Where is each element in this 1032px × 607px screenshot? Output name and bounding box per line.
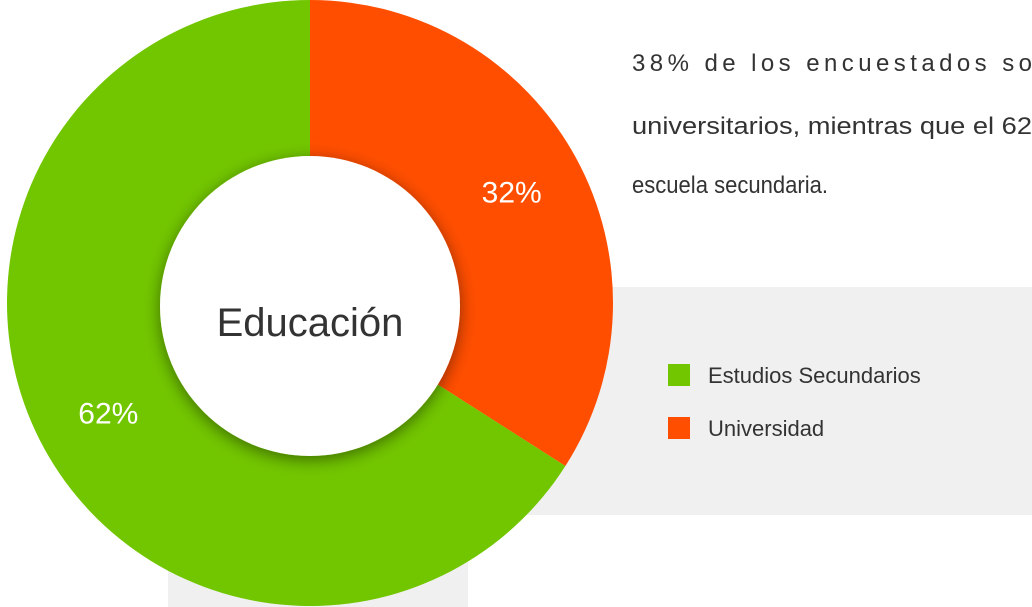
legend-swatch bbox=[668, 364, 690, 386]
description-line: 38% de los encuestados so bbox=[632, 50, 1032, 77]
legend-label: Universidad bbox=[708, 416, 824, 441]
description-line: universitarios, mientras que el 62 bbox=[632, 113, 1032, 140]
value-labels: 32% 62% bbox=[78, 176, 541, 430]
legend-swatch bbox=[668, 417, 690, 439]
description-line: escuela secundaria. bbox=[632, 172, 828, 199]
value-label: 62% bbox=[78, 398, 138, 431]
legend: Estudios Secundarios Universidad bbox=[668, 363, 921, 441]
legend-label: Estudios Secundarios bbox=[708, 363, 921, 388]
value-label: 32% bbox=[482, 176, 542, 209]
center-label: Educación bbox=[217, 301, 404, 345]
donut-hole bbox=[160, 156, 460, 456]
